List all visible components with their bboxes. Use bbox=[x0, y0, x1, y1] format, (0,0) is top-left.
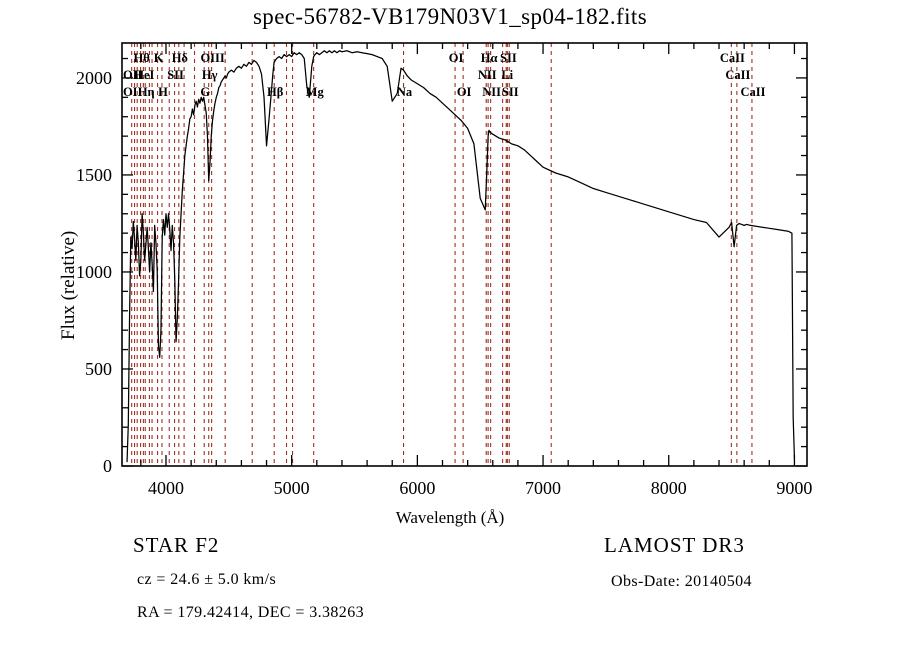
spectral-line-label: G bbox=[200, 85, 210, 99]
spectral-line-label: Hα bbox=[481, 51, 498, 65]
line-marker-group bbox=[131, 43, 753, 466]
spectral-line-label: Hβ bbox=[267, 85, 284, 99]
x-tick-label: 5000 bbox=[274, 478, 310, 498]
y-tick-label: 2000 bbox=[76, 68, 112, 88]
spectral-line-label: OII bbox=[123, 85, 143, 99]
spectral-line-label: Na bbox=[397, 85, 413, 99]
x-tick-label: 9000 bbox=[776, 478, 812, 498]
spectral-line-label: H bbox=[158, 85, 168, 99]
page-title: spec-56782-VB179N03V1_sp04-182.fits bbox=[252, 4, 648, 29]
x-tick-label: 7000 bbox=[525, 478, 561, 498]
spectral-line-label: OI bbox=[457, 85, 472, 99]
y-tick-label: 500 bbox=[85, 359, 112, 379]
spectral-line-label: CaII bbox=[725, 68, 750, 82]
spectral-line-label: Mg bbox=[306, 85, 325, 99]
coordinates: RA = 179.42414, DEC = 3.38263 bbox=[137, 604, 364, 621]
spectral-line-label: Hδ bbox=[172, 51, 189, 65]
spectral-line-label: NII bbox=[478, 68, 497, 82]
spectral-line-label: HeI bbox=[134, 68, 154, 82]
spectral-line-label: Li bbox=[501, 68, 513, 82]
x-tick-label: 4000 bbox=[148, 478, 184, 498]
y-tick-label: 0 bbox=[103, 456, 112, 476]
spectral-line-label: OII bbox=[123, 68, 143, 82]
plot-frame bbox=[121, 42, 808, 467]
x-tick-label: 8000 bbox=[651, 478, 687, 498]
axis-ticks bbox=[122, 43, 807, 467]
survey-label: LAMOST DR3 bbox=[604, 533, 745, 557]
spectral-line-label: K bbox=[154, 51, 164, 65]
observation-date: Obs-Date: 20140504 bbox=[611, 573, 752, 590]
x-tick-label: 6000 bbox=[399, 478, 435, 498]
redshift-velocity: cz = 24.6 ± 5.0 km/s bbox=[137, 571, 277, 588]
y-tick-label: 1000 bbox=[76, 262, 112, 282]
x-axis-label: Wavelength (Å) bbox=[395, 508, 505, 527]
spectral-line-label: Hη bbox=[138, 85, 155, 99]
spectral-line-label: Hγ bbox=[202, 68, 218, 82]
spectral-line-label: NII bbox=[482, 85, 501, 99]
spectral-line-label: SII bbox=[502, 85, 519, 99]
spectral-line-label: SII bbox=[167, 68, 184, 82]
spectral-line-label: SII bbox=[500, 51, 517, 65]
object-class-type: STAR F2 bbox=[133, 533, 220, 557]
spectral-line-label: OIII bbox=[200, 51, 224, 65]
spectrum-trace bbox=[126, 50, 796, 463]
spectral-line-label: CaII bbox=[720, 51, 745, 65]
spectral-line-label: CaII bbox=[740, 85, 765, 99]
spectral-line-label: Hθ bbox=[133, 51, 149, 65]
y-axis-label: Flux (relative) bbox=[58, 230, 79, 340]
spectral-line-label: OI bbox=[449, 51, 464, 65]
y-tick-label: 1500 bbox=[76, 165, 112, 185]
